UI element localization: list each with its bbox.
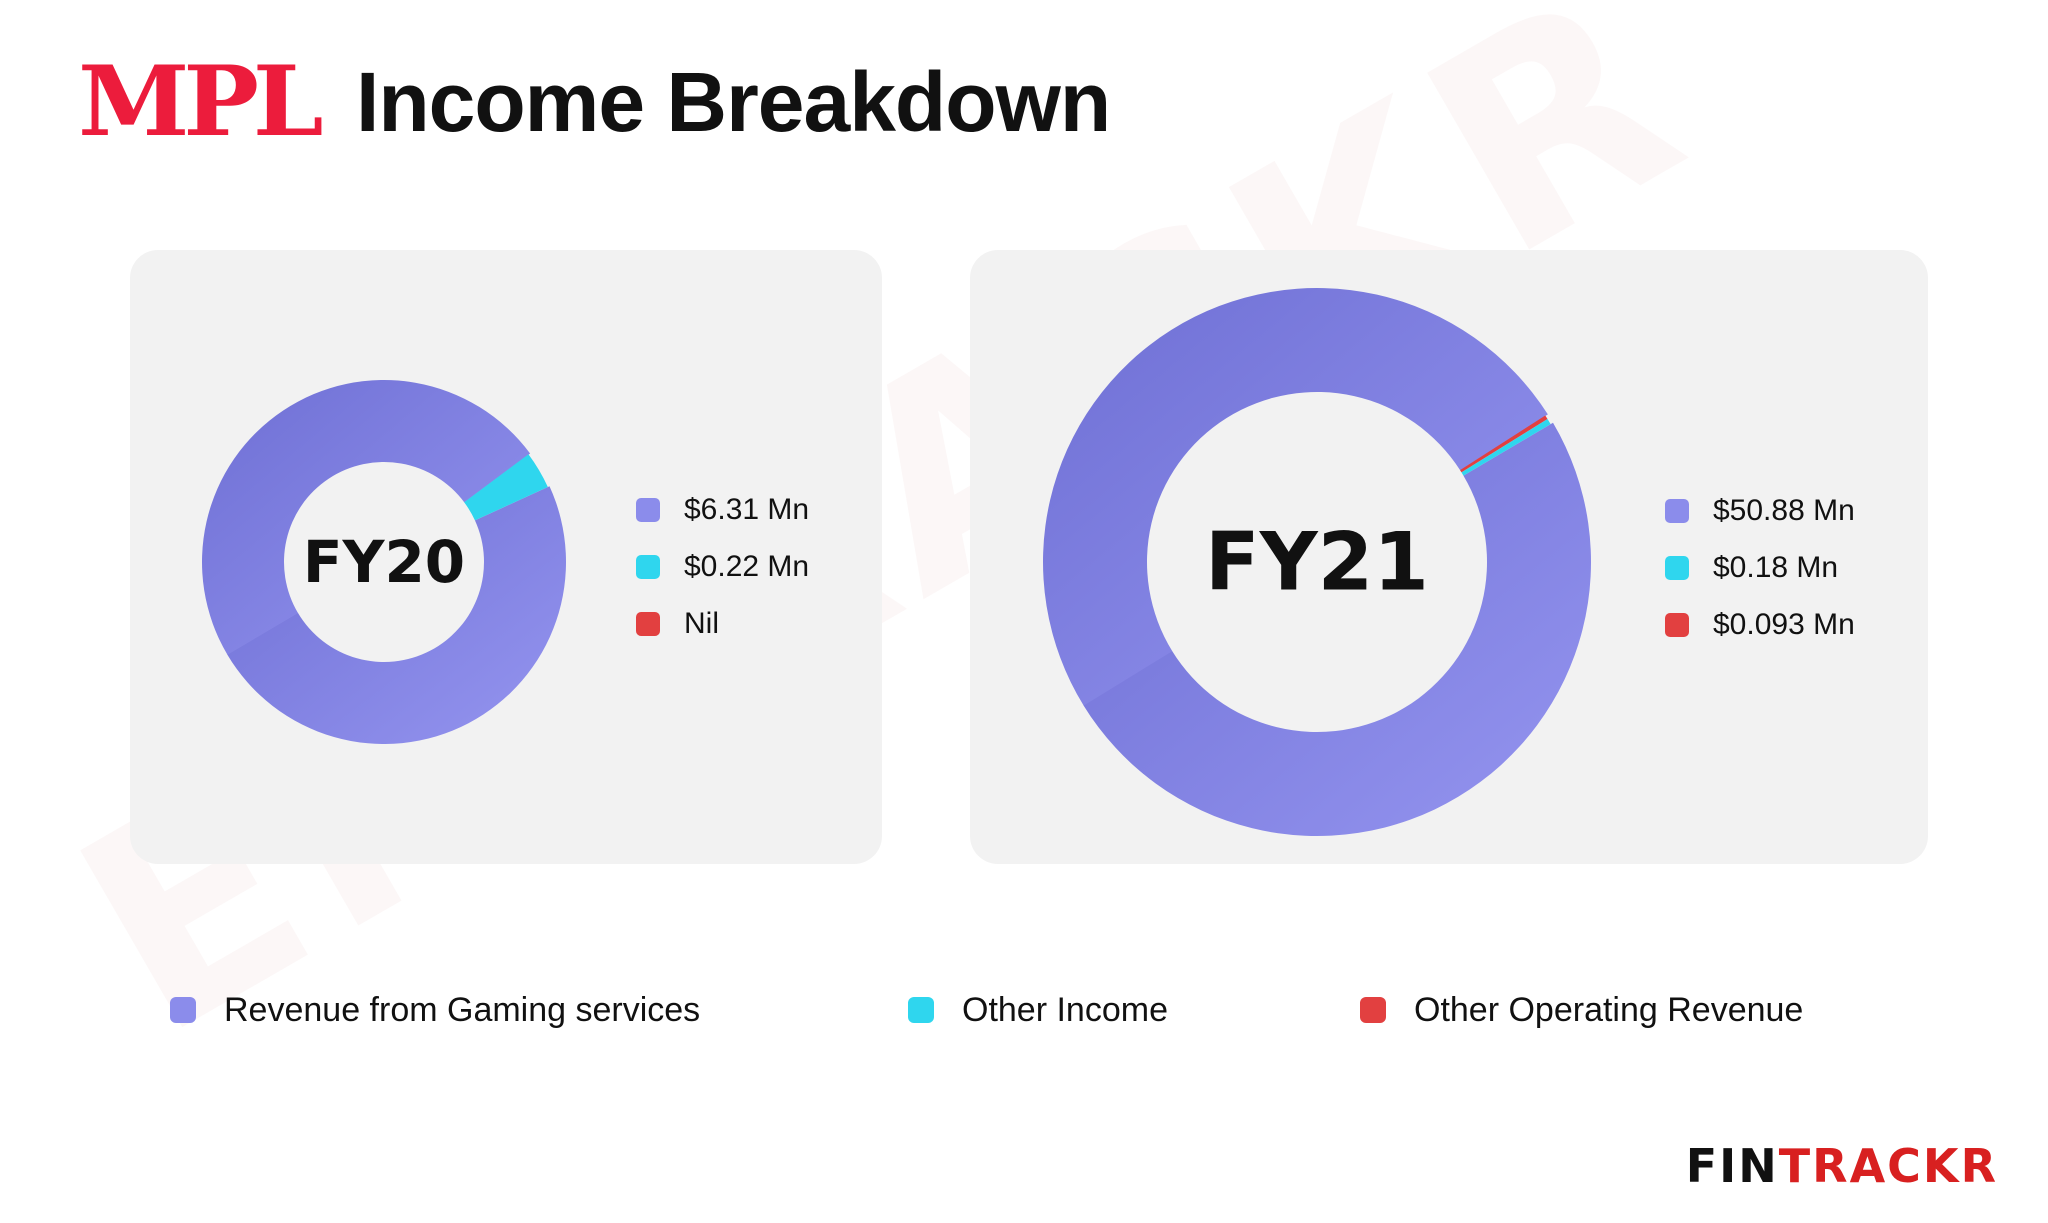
swatch-other-income: [1665, 555, 1689, 580]
legend-value: $0.093 Mn: [1713, 607, 1855, 641]
swatch-other-income: [636, 554, 660, 579]
swatch-other-operating: [1665, 612, 1689, 637]
chart-card-fy20: FY20 $6.31 Mn $0.22 Mn Nil: [130, 250, 882, 864]
legend-category-other-income: Other Income: [908, 985, 1168, 1035]
swatch-revenue: [170, 997, 196, 1023]
legend-item-other-income: $0.18 Mn: [1665, 539, 1855, 596]
mpl-logo: MPL: [78, 45, 324, 158]
slice-other-operating: [1460, 415, 1548, 473]
category-legend: Revenue from Gaming services Other Incom…: [0, 985, 2048, 1035]
legend-value: $6.31 Mn: [684, 492, 810, 526]
legend-category-label: Revenue from Gaming services: [224, 990, 701, 1029]
legend-item-other-operating: $0.093 Mn: [1665, 596, 1855, 653]
slice-revenue: [1043, 288, 1548, 706]
legend-value: $0.18 Mn: [1713, 550, 1839, 584]
donut-chart-fy20: FY20: [201, 379, 567, 745]
brand-text-fin: FIN: [1685, 1139, 1779, 1193]
legend-category-label: Other Income: [962, 990, 1168, 1029]
slice-other-income: [1461, 419, 1551, 476]
swatch-other-operating: [1360, 997, 1386, 1023]
slice-other-income: [464, 454, 548, 521]
legend-value: $0.22 Mn: [684, 549, 810, 583]
swatch-revenue: [1665, 498, 1689, 523]
chart-card-fy21: FY21 $50.88 Mn $0.18 Mn $0.093 Mn: [970, 250, 1928, 864]
legend-value: Nil: [684, 606, 719, 640]
donut-chart-fy21: FY21: [1043, 288, 1591, 836]
legend-category-label: Other Operating Revenue: [1414, 990, 1804, 1029]
legend-category-other-operating: Other Operating Revenue: [1360, 985, 1803, 1035]
swatch-other-income: [908, 997, 934, 1023]
slice-revenue: [227, 486, 567, 745]
legend-fy21: $50.88 Mn $0.18 Mn $0.093 Mn: [1665, 482, 1855, 653]
header: MPL: [78, 52, 324, 152]
swatch-other-operating: [636, 611, 660, 636]
legend-item-other-income: $0.22 Mn: [636, 538, 809, 595]
slice-revenue: [201, 379, 531, 655]
legend-fy20: $6.31 Mn $0.22 Mn Nil: [636, 481, 809, 652]
legend-item-other-operating: Nil: [636, 595, 809, 652]
brand-text-trackr: TRACKR: [1778, 1139, 1998, 1193]
swatch-revenue: [636, 497, 660, 522]
fintrackr-logo: FINTRACKR: [1686, 1139, 1998, 1193]
donut-center-label-fy20: FY20: [303, 528, 465, 596]
slice-revenue: [1083, 422, 1591, 836]
legend-category-revenue: Revenue from Gaming services: [170, 985, 700, 1035]
page-title: Income Breakdown: [356, 54, 1111, 149]
legend-item-revenue: $6.31 Mn: [636, 481, 809, 538]
legend-item-revenue: $50.88 Mn: [1665, 482, 1855, 539]
legend-value: $50.88 Mn: [1713, 493, 1855, 527]
donut-center-label-fy21: FY21: [1205, 516, 1429, 609]
